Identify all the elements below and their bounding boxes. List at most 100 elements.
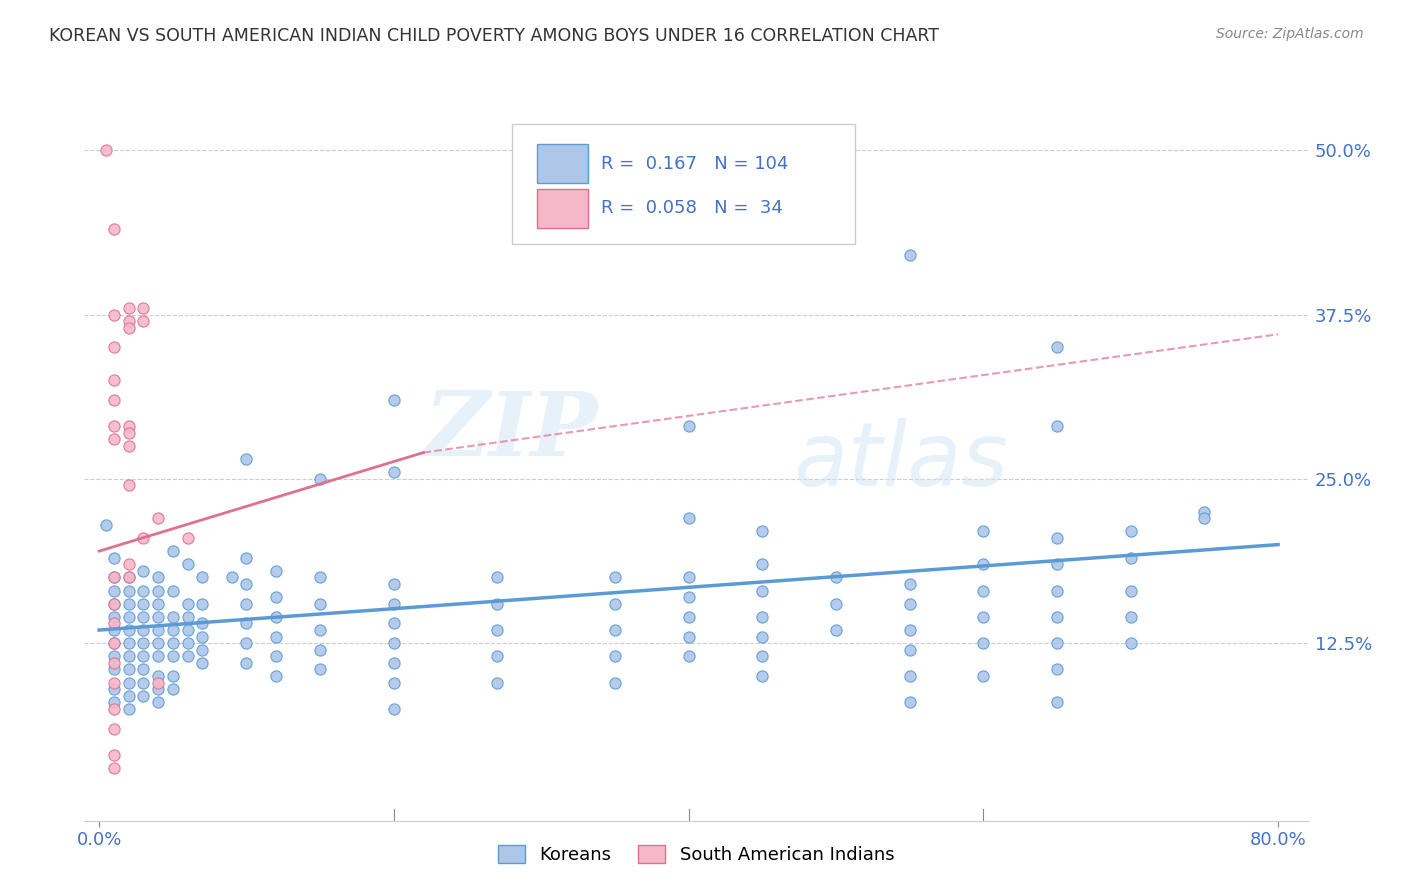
Point <box>1046 419 1069 434</box>
FancyBboxPatch shape <box>513 124 855 244</box>
Point <box>103 702 125 716</box>
Point <box>382 675 405 690</box>
Point <box>309 623 332 637</box>
Point <box>103 419 125 434</box>
Point <box>146 669 169 683</box>
Point <box>235 636 257 650</box>
Point <box>309 570 332 584</box>
Point <box>117 320 139 334</box>
Point <box>103 616 125 631</box>
Point <box>103 747 125 762</box>
Point <box>132 675 155 690</box>
Point <box>117 610 139 624</box>
Point <box>132 636 155 650</box>
FancyBboxPatch shape <box>537 189 588 228</box>
Point <box>117 439 139 453</box>
Point <box>162 636 184 650</box>
Point <box>117 478 139 492</box>
Point <box>1046 695 1069 709</box>
Point <box>382 616 405 631</box>
Point <box>191 616 214 631</box>
Point <box>309 597 332 611</box>
Point <box>117 649 139 664</box>
Point <box>1046 558 1069 572</box>
Point <box>117 570 139 584</box>
Point <box>972 610 994 624</box>
Point <box>176 610 198 624</box>
Point <box>117 558 139 572</box>
Point <box>235 577 257 591</box>
Point <box>825 597 848 611</box>
Point <box>132 583 155 598</box>
Point <box>382 577 405 591</box>
Point <box>309 642 332 657</box>
Point <box>264 564 287 578</box>
Point <box>751 558 773 572</box>
Point <box>751 669 773 683</box>
Point <box>146 682 169 697</box>
Point <box>898 623 921 637</box>
Point <box>485 597 508 611</box>
Point <box>485 675 508 690</box>
Point <box>132 663 155 677</box>
Point <box>176 531 198 545</box>
Point <box>191 642 214 657</box>
FancyBboxPatch shape <box>537 144 588 183</box>
Point <box>382 656 405 670</box>
Point <box>485 570 508 584</box>
Point <box>825 570 848 584</box>
Text: R =  0.167   N = 104: R = 0.167 N = 104 <box>600 154 787 172</box>
Point <box>972 558 994 572</box>
Point <box>1046 583 1069 598</box>
Point <box>1119 583 1142 598</box>
Point <box>162 669 184 683</box>
Point <box>132 689 155 703</box>
Point <box>117 425 139 440</box>
Point <box>103 636 125 650</box>
Point <box>235 452 257 467</box>
Text: Source: ZipAtlas.com: Source: ZipAtlas.com <box>1216 27 1364 41</box>
Point <box>221 570 243 584</box>
Point <box>678 590 700 604</box>
Point <box>176 558 198 572</box>
Point <box>751 630 773 644</box>
Point <box>103 308 125 322</box>
Point <box>103 222 125 236</box>
Point <box>96 517 118 532</box>
Point <box>191 570 214 584</box>
Point <box>678 649 700 664</box>
Point <box>117 623 139 637</box>
Point <box>191 597 214 611</box>
Point <box>382 465 405 479</box>
Point <box>103 682 125 697</box>
Point <box>162 583 184 598</box>
Point <box>146 649 169 664</box>
Point <box>678 511 700 525</box>
Point <box>678 570 700 584</box>
Point <box>146 597 169 611</box>
Point <box>162 544 184 558</box>
Point <box>1119 524 1142 539</box>
Point <box>264 649 287 664</box>
Point <box>103 583 125 598</box>
Point <box>132 610 155 624</box>
Point <box>678 630 700 644</box>
Point <box>103 340 125 354</box>
Point <box>898 577 921 591</box>
Point <box>972 669 994 683</box>
Point <box>146 610 169 624</box>
Point <box>309 663 332 677</box>
Point <box>1119 550 1142 565</box>
Point <box>132 597 155 611</box>
Point <box>264 590 287 604</box>
Point <box>1046 531 1069 545</box>
Point <box>898 642 921 657</box>
Point <box>103 663 125 677</box>
Point <box>103 656 125 670</box>
Point <box>264 669 287 683</box>
Point <box>103 597 125 611</box>
Point <box>898 248 921 262</box>
Point <box>485 649 508 664</box>
Point <box>117 636 139 650</box>
Point <box>162 623 184 637</box>
